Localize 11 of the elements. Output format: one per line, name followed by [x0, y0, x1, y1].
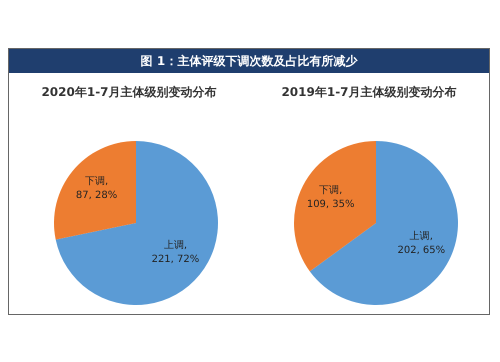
slice-label: 下调, 87, 28%	[76, 174, 118, 201]
pie-slice	[310, 141, 458, 305]
slice-label: 上调, 221, 72%	[152, 239, 200, 266]
chart-title: 2019年1-7月主体级别变动分布	[281, 84, 457, 101]
pie-slice	[294, 141, 376, 272]
chart-subtitle: 2020年1-7月主体级别变动分布	[41, 84, 217, 101]
text: 图 1：主体评级下调次数及占比有所减少	[9, 49, 489, 73]
slice-label: 上调, 202, 65%	[398, 230, 446, 256]
pie-slice	[56, 141, 218, 305]
pie-slice	[54, 141, 136, 240]
slice-label: 下调, 109, 35%	[306, 184, 354, 210]
